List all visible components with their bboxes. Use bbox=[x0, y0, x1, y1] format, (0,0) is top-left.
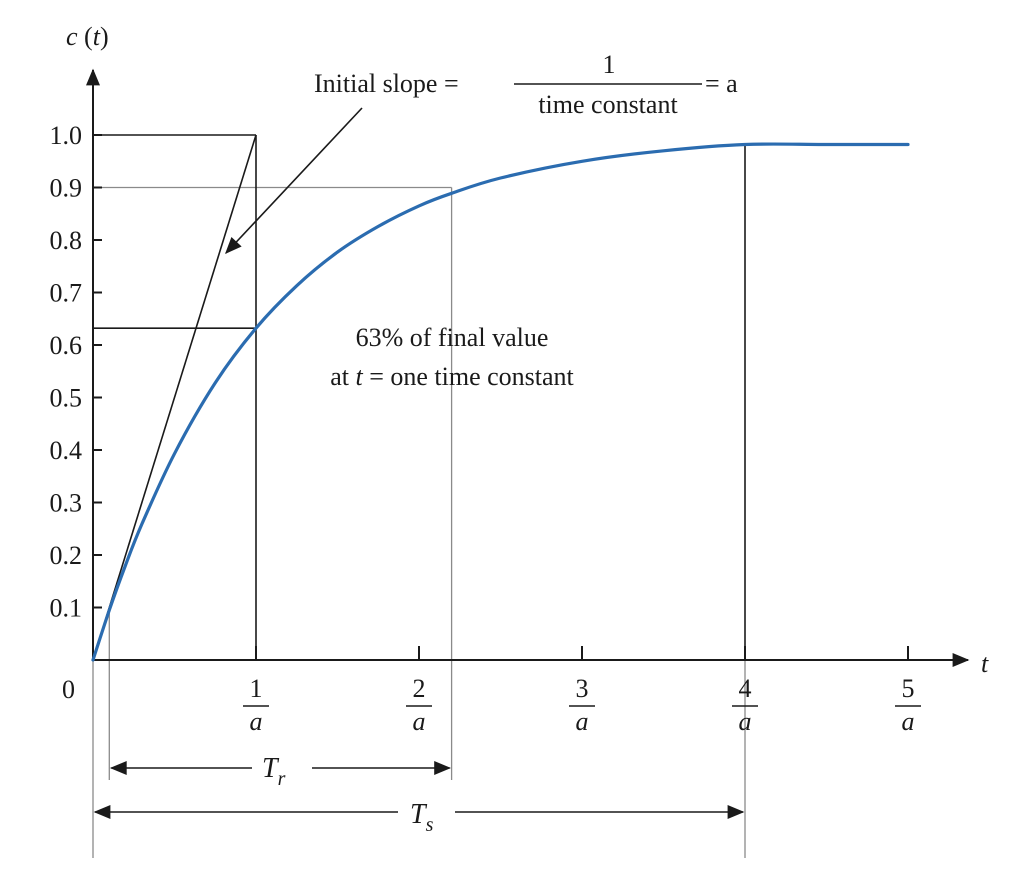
y-tick-label: 0.4 bbox=[50, 436, 83, 465]
slope-prefix: Initial slope = bbox=[314, 69, 459, 98]
x-tick-numerator: 2 bbox=[413, 674, 426, 703]
y-tick-label: 0.2 bbox=[50, 541, 83, 570]
rise-time-label: Tr bbox=[262, 753, 286, 790]
y-tick-label: 0.7 bbox=[50, 279, 83, 308]
guide-lines bbox=[92, 107, 746, 858]
initial-slope-tangent bbox=[92, 134, 257, 661]
settling-time-label: Ts bbox=[410, 799, 434, 836]
y-tick-label: 0.9 bbox=[50, 174, 83, 203]
final-value-annotation-line1: 63% of final value bbox=[356, 323, 549, 352]
x-tick-denominator: a bbox=[413, 707, 426, 736]
y-tick-label: 0.1 bbox=[50, 594, 83, 623]
y-tick-label: 0.6 bbox=[50, 331, 83, 360]
initial-slope-annotation: Initial slope = 1 time constant = a bbox=[314, 50, 738, 119]
slope-pointer-arrow bbox=[225, 107, 363, 255]
x-tick-numerator: 1 bbox=[250, 674, 263, 703]
x-ticks: 1 a 2 a 3 a 4 a 5 a bbox=[243, 646, 921, 736]
y-ticks: 0.1 0.2 0.3 0.4 0.5 0.6 0.7 0.8 0.9 1.0 bbox=[50, 121, 102, 623]
response-curve-group bbox=[91, 142, 910, 662]
y-tick-label: 0.5 bbox=[50, 384, 83, 413]
slope-suffix: = a bbox=[705, 69, 738, 98]
x-tick-denominator: a bbox=[250, 707, 263, 736]
x-tick-denominator: a bbox=[576, 707, 589, 736]
y-tick-label: 0.8 bbox=[50, 226, 83, 255]
x-tick-numerator: 3 bbox=[576, 674, 589, 703]
slope-denominator: time constant bbox=[538, 90, 678, 119]
x-tick-numerator: 5 bbox=[902, 674, 915, 703]
x-tick-numerator: 4 bbox=[739, 674, 752, 703]
slope-numerator: 1 bbox=[603, 50, 616, 79]
final-value-annotation-line2: at t = one time constant bbox=[330, 362, 574, 391]
axes bbox=[86, 68, 970, 667]
x-tick-denominator: a bbox=[739, 707, 752, 736]
origin-label: 0 bbox=[62, 675, 75, 704]
y-axis-label: c (t) bbox=[66, 22, 109, 51]
time-dimension-arrows bbox=[93, 761, 745, 819]
y-tick-label: 0.3 bbox=[50, 489, 83, 518]
response-curve bbox=[91, 142, 910, 662]
x-axis-label: t bbox=[981, 649, 989, 678]
x-tick-denominator: a bbox=[902, 707, 915, 736]
y-tick-label: 1.0 bbox=[50, 121, 83, 150]
